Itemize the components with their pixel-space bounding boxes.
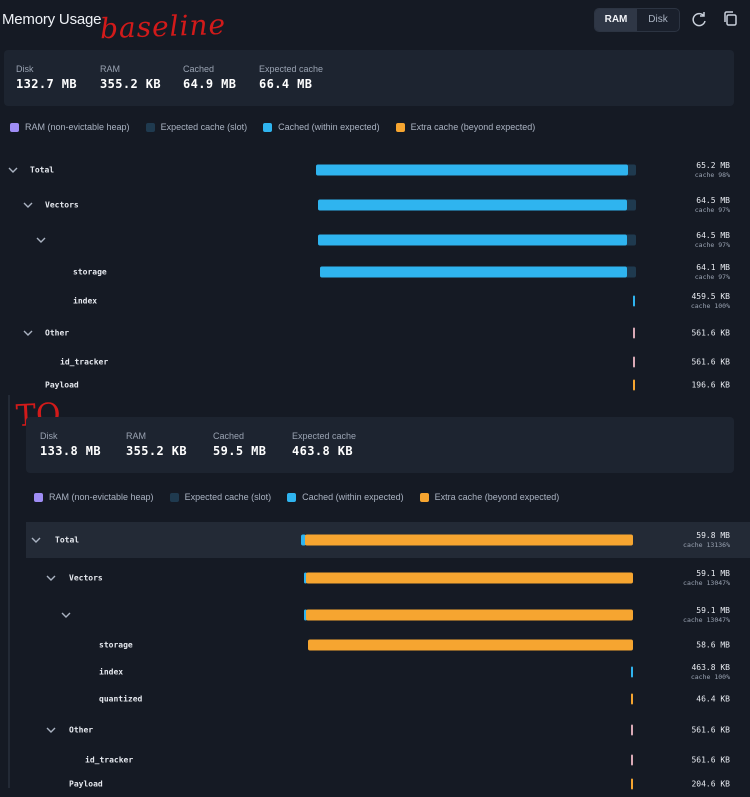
legend-item-expected: Expected cache (slot): [145, 122, 247, 132]
tab-disk[interactable]: Disk: [648, 14, 668, 25]
tab-ram[interactable]: RAM: [595, 9, 637, 31]
legend-swatch: [145, 122, 155, 132]
bar-extra: [631, 778, 633, 790]
bar-cached: [320, 266, 627, 278]
bar-ram: [633, 327, 635, 339]
stat-disk: Disk 132.7 MB: [16, 64, 77, 91]
stat-expected-cache: Expected cache 66.4 MB: [259, 64, 324, 91]
bar-cached: [318, 199, 627, 211]
bar-extra: [306, 572, 633, 584]
legend-item-extra: Extra cache (beyond expected): [419, 492, 559, 502]
bar-cached: [318, 234, 627, 246]
tq-stats-panel: Disk 133.8 MB RAM 355.2 KB Cached 59.5 MB E…: [26, 417, 734, 473]
tree-row-payload[interactable]: Payload 204.6 KB: [69, 778, 730, 790]
tree-row-storage[interactable]: storage 58.6 MB: [99, 639, 730, 651]
tree-row-other[interactable]: Other 561.6 KB: [0, 320, 750, 346]
legend-swatch: [287, 492, 297, 502]
legend-item-ram: RAM (non-evictable heap): [34, 492, 154, 502]
bar-cached: [316, 164, 628, 176]
bar-cached: [304, 572, 307, 584]
legend-swatch: [263, 122, 273, 132]
page-title: Memory Usage: [2, 11, 102, 28]
baseline-legend: RAM (non-evictable heap) Expected cache …: [10, 122, 551, 132]
tree-row-payload[interactable]: Payload 196.6 KB: [45, 379, 730, 391]
header: Memory Usage baseline RAM Disk: [0, 0, 750, 45]
tree-row-total[interactable]: Total 59.8 MB cache 13136%: [0, 522, 750, 558]
refresh-icon[interactable]: [688, 8, 710, 30]
chevron-down-icon: [36, 237, 46, 243]
legend-item-ram: RAM (non-evictable heap): [10, 122, 130, 132]
bar-cached: [631, 666, 633, 678]
tree-row-vectors-default[interactable]: 64.5 MB cache 97%: [0, 227, 750, 253]
tree-row-index[interactable]: index 463.8 KB cache 100%: [99, 663, 730, 681]
legend-swatch: [395, 122, 405, 132]
bar-extra: [305, 534, 633, 546]
tree-row-quantized[interactable]: quantized 46.4 KB: [99, 693, 730, 705]
legend-item-cached: Cached (within expected): [263, 122, 380, 132]
tq-legend: RAM (non-evictable heap) Expected cache …: [34, 492, 575, 502]
bar-extra: [308, 639, 633, 651]
baseline-stats-panel: Disk 132.7 MB RAM 355.2 KB Cached 64.9 MB E…: [4, 50, 734, 106]
tree-row-vectors[interactable]: Vectors 64.5 MB cache 97%: [0, 192, 750, 218]
stat-ram: RAM 355.2 KB: [126, 431, 187, 458]
stat-disk: Disk 133.8 MB: [40, 431, 101, 458]
legend-item-extra: Extra cache (beyond expected): [395, 122, 535, 132]
tree-row-vectors[interactable]: Vectors 59.1 MB cache 13047%: [0, 565, 750, 591]
bar-ram: [633, 356, 635, 368]
copy-icon[interactable]: [720, 8, 742, 30]
divider: [8, 395, 10, 788]
stat-cached: Cached 64.9 MB: [183, 64, 237, 91]
legend-swatch: [10, 122, 19, 132]
tree-row-storage[interactable]: storage 64.1 MB cache 97%: [73, 263, 730, 281]
handwritten-annotation-baseline: baseline: [99, 7, 227, 46]
legend-swatch: [169, 492, 179, 502]
tree-row-id-tracker[interactable]: id_tracker 561.6 KB: [85, 754, 730, 766]
chevron-down-icon: [8, 167, 18, 173]
bar-extra: [306, 609, 633, 621]
tree-row-index[interactable]: index 459.5 KB cache 100%: [73, 292, 730, 310]
tree-row-other[interactable]: Other 561.6 KB: [0, 717, 750, 743]
bar-extra: [633, 379, 635, 391]
legend-item-cached: Cached (within expected): [287, 492, 404, 502]
legend-item-expected: Expected cache (slot): [169, 492, 271, 502]
stat-ram: RAM 355.2 KB: [100, 64, 161, 91]
chevron-down-icon: [23, 330, 33, 336]
stat-expected-cache: Expected cache 463.8 KB: [292, 431, 357, 458]
legend-swatch: [34, 492, 43, 502]
chevron-down-icon: [23, 202, 33, 208]
ram-disk-toggle[interactable]: RAM Disk: [594, 8, 680, 32]
chevron-down-icon: [46, 575, 56, 581]
bar-cached: [633, 295, 635, 307]
legend-swatch: [419, 492, 429, 502]
stat-cached: Cached 59.5 MB: [213, 431, 267, 458]
chevron-down-icon: [31, 537, 41, 543]
bar-ram: [631, 754, 633, 766]
chevron-down-icon: [61, 612, 71, 618]
tree-row-vectors-default[interactable]: 59.1 MB cache 13047%: [0, 602, 750, 628]
tree-row-id-tracker[interactable]: id_tracker 561.6 KB: [60, 356, 730, 368]
bar-extra: [631, 693, 633, 705]
chevron-down-icon: [46, 727, 56, 733]
bar-cached: [304, 609, 307, 621]
tree-row-total[interactable]: Total 65.2 MB cache 98%: [0, 157, 750, 183]
bar-cached: [301, 534, 306, 546]
bar-ram: [631, 724, 633, 736]
